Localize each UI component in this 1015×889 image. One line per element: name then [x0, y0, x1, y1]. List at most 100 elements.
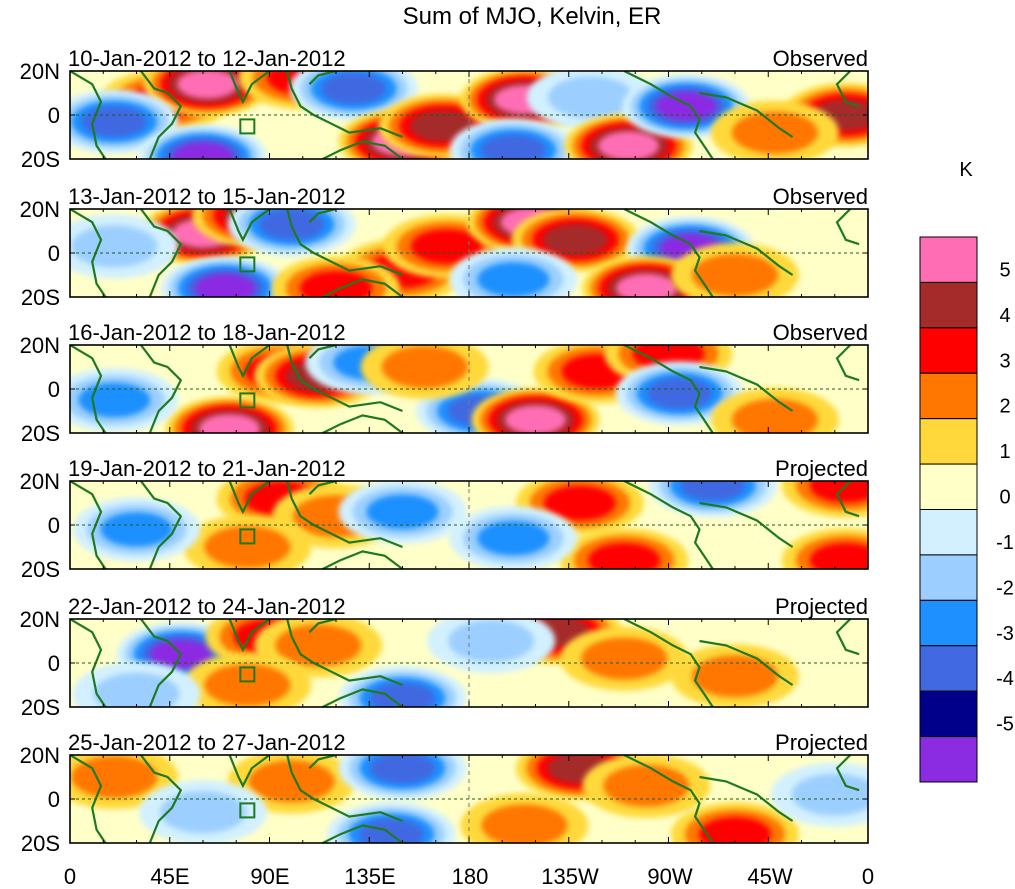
- coastline: [322, 278, 404, 297]
- coastline: [228, 209, 271, 243]
- coastlines: [70, 755, 860, 843]
- coastline: [70, 755, 107, 843]
- colorbar-tick-label: 0: [999, 487, 1010, 509]
- anomaly-contour: [809, 542, 868, 569]
- anomaly-contour: [692, 254, 778, 296]
- coastline: [228, 481, 271, 515]
- coastline: [286, 345, 403, 413]
- colorbar-swatch: [919, 372, 978, 420]
- anomaly-contour: [275, 624, 362, 667]
- panel-5: 20N 0 20S 22-Jan-2012 to 24-Jan-2012 Project…: [20, 594, 869, 720]
- coastlines: [70, 481, 860, 569]
- coastline: [286, 71, 403, 139]
- y-tick-label: 0: [48, 787, 60, 812]
- coastlines: [70, 345, 860, 433]
- coastline: [835, 71, 860, 108]
- anomaly-contour: [93, 672, 180, 707]
- coastline: [699, 775, 794, 822]
- panel-status-label: Projected: [775, 594, 868, 619]
- colorbar-swatch: [919, 599, 978, 647]
- panel-status-label: Observed: [773, 46, 868, 71]
- anomaly-contour: [358, 818, 424, 843]
- anomaly-contour: [300, 270, 372, 297]
- x-tick-label: 0: [64, 864, 76, 889]
- colorbar-swatch: [919, 463, 978, 511]
- coastline: [322, 550, 404, 569]
- x-tick-label: 90W: [647, 864, 692, 889]
- coastline: [140, 209, 183, 297]
- anomaly-contour: [543, 485, 616, 521]
- coastline: [286, 755, 403, 823]
- x-tick-label: 180: [452, 864, 489, 889]
- anomaly-field: [70, 345, 839, 433]
- coastline: [286, 481, 403, 549]
- anomaly-contour: [505, 405, 566, 433]
- anomaly-contour: [477, 520, 550, 556]
- anomaly-contour: [647, 377, 713, 409]
- coastline: [308, 71, 337, 85]
- colorbar-tick-label: -4: [996, 668, 1014, 690]
- anomaly-contour: [448, 620, 535, 662]
- coastline: [623, 619, 714, 707]
- coastline: [699, 365, 794, 412]
- coastline: [140, 345, 183, 433]
- coastline: [322, 688, 404, 707]
- coastline: [322, 140, 404, 159]
- colorbar-swatch: [919, 690, 978, 738]
- anomaly-contour: [588, 542, 661, 569]
- coastline: [308, 481, 337, 495]
- y-tick-label: 20N: [20, 469, 60, 494]
- coastline: [308, 755, 337, 769]
- coastline: [286, 209, 403, 277]
- x-tick-label: 90E: [250, 864, 289, 889]
- panel-period-label: 13-Jan-2012 to 15-Jan-2012: [68, 184, 346, 209]
- anomaly-contour: [177, 71, 238, 99]
- anomaly-contour: [699, 816, 771, 843]
- anomaly-contour: [547, 76, 634, 119]
- anomaly-contour: [160, 791, 246, 834]
- anomaly-contour: [381, 346, 468, 388]
- y-tick-label: 20S: [21, 285, 60, 310]
- anomaly-contour: [410, 229, 483, 264]
- y-tick-label: 20S: [21, 831, 60, 856]
- coastline: [308, 619, 337, 633]
- panel-4: 20N 0 20S 19-Jan-2012 to 21-Jan-2012 Project…: [20, 456, 869, 582]
- anomaly-contour: [199, 414, 260, 433]
- coastline: [835, 755, 860, 792]
- y-tick-label: 20N: [20, 333, 60, 358]
- colorbar-swatch: [919, 645, 978, 692]
- y-tick-label: 20S: [21, 695, 60, 720]
- coastline: [623, 481, 714, 569]
- region-box: [239, 392, 256, 409]
- coastline: [308, 209, 337, 223]
- anomaly-field: [70, 209, 799, 297]
- coastline: [699, 639, 794, 686]
- panel-1: 20N 0 20S 10-Jan-2012 to 12-Jan-2012 Observe…: [20, 46, 869, 172]
- panel-6: 20N 0 20S 25-Jan-2012 to 27-Jan-2012 Project…: [20, 730, 869, 856]
- coastline: [623, 345, 714, 433]
- panel-3: 20N 0 20S 16-Jan-2012 to 18-Jan-2012 Observe…: [20, 320, 869, 446]
- anomaly-contour: [71, 225, 158, 268]
- colorbar-swatch: [919, 327, 978, 374]
- coastline: [228, 71, 271, 105]
- coastline: [835, 345, 860, 382]
- anomaly-contour: [581, 637, 668, 680]
- panel-2: 20N 0 20S 13-Jan-2012 to 15-Jan-2012 Observe…: [20, 184, 869, 310]
- y-tick-label: 20S: [21, 147, 60, 172]
- coastlines: [70, 71, 860, 159]
- x-tick-label: 45W: [747, 864, 792, 889]
- anomaly-contour: [204, 664, 291, 706]
- coastline: [322, 824, 404, 843]
- colorbar-swatch: [919, 509, 978, 556]
- coastline: [228, 345, 271, 379]
- region-box: [239, 666, 256, 683]
- anomaly-contour: [194, 273, 256, 297]
- coastline: [835, 481, 860, 518]
- anomaly-contour: [598, 131, 659, 159]
- panels: 20N 0 20S 10-Jan-2012 to 12-Jan-2012 Observe…: [20, 46, 869, 856]
- y-tick-label: 20S: [21, 557, 60, 582]
- region-box: [239, 118, 256, 135]
- anomaly-contour: [615, 273, 677, 297]
- colorbar-label: K: [959, 159, 973, 181]
